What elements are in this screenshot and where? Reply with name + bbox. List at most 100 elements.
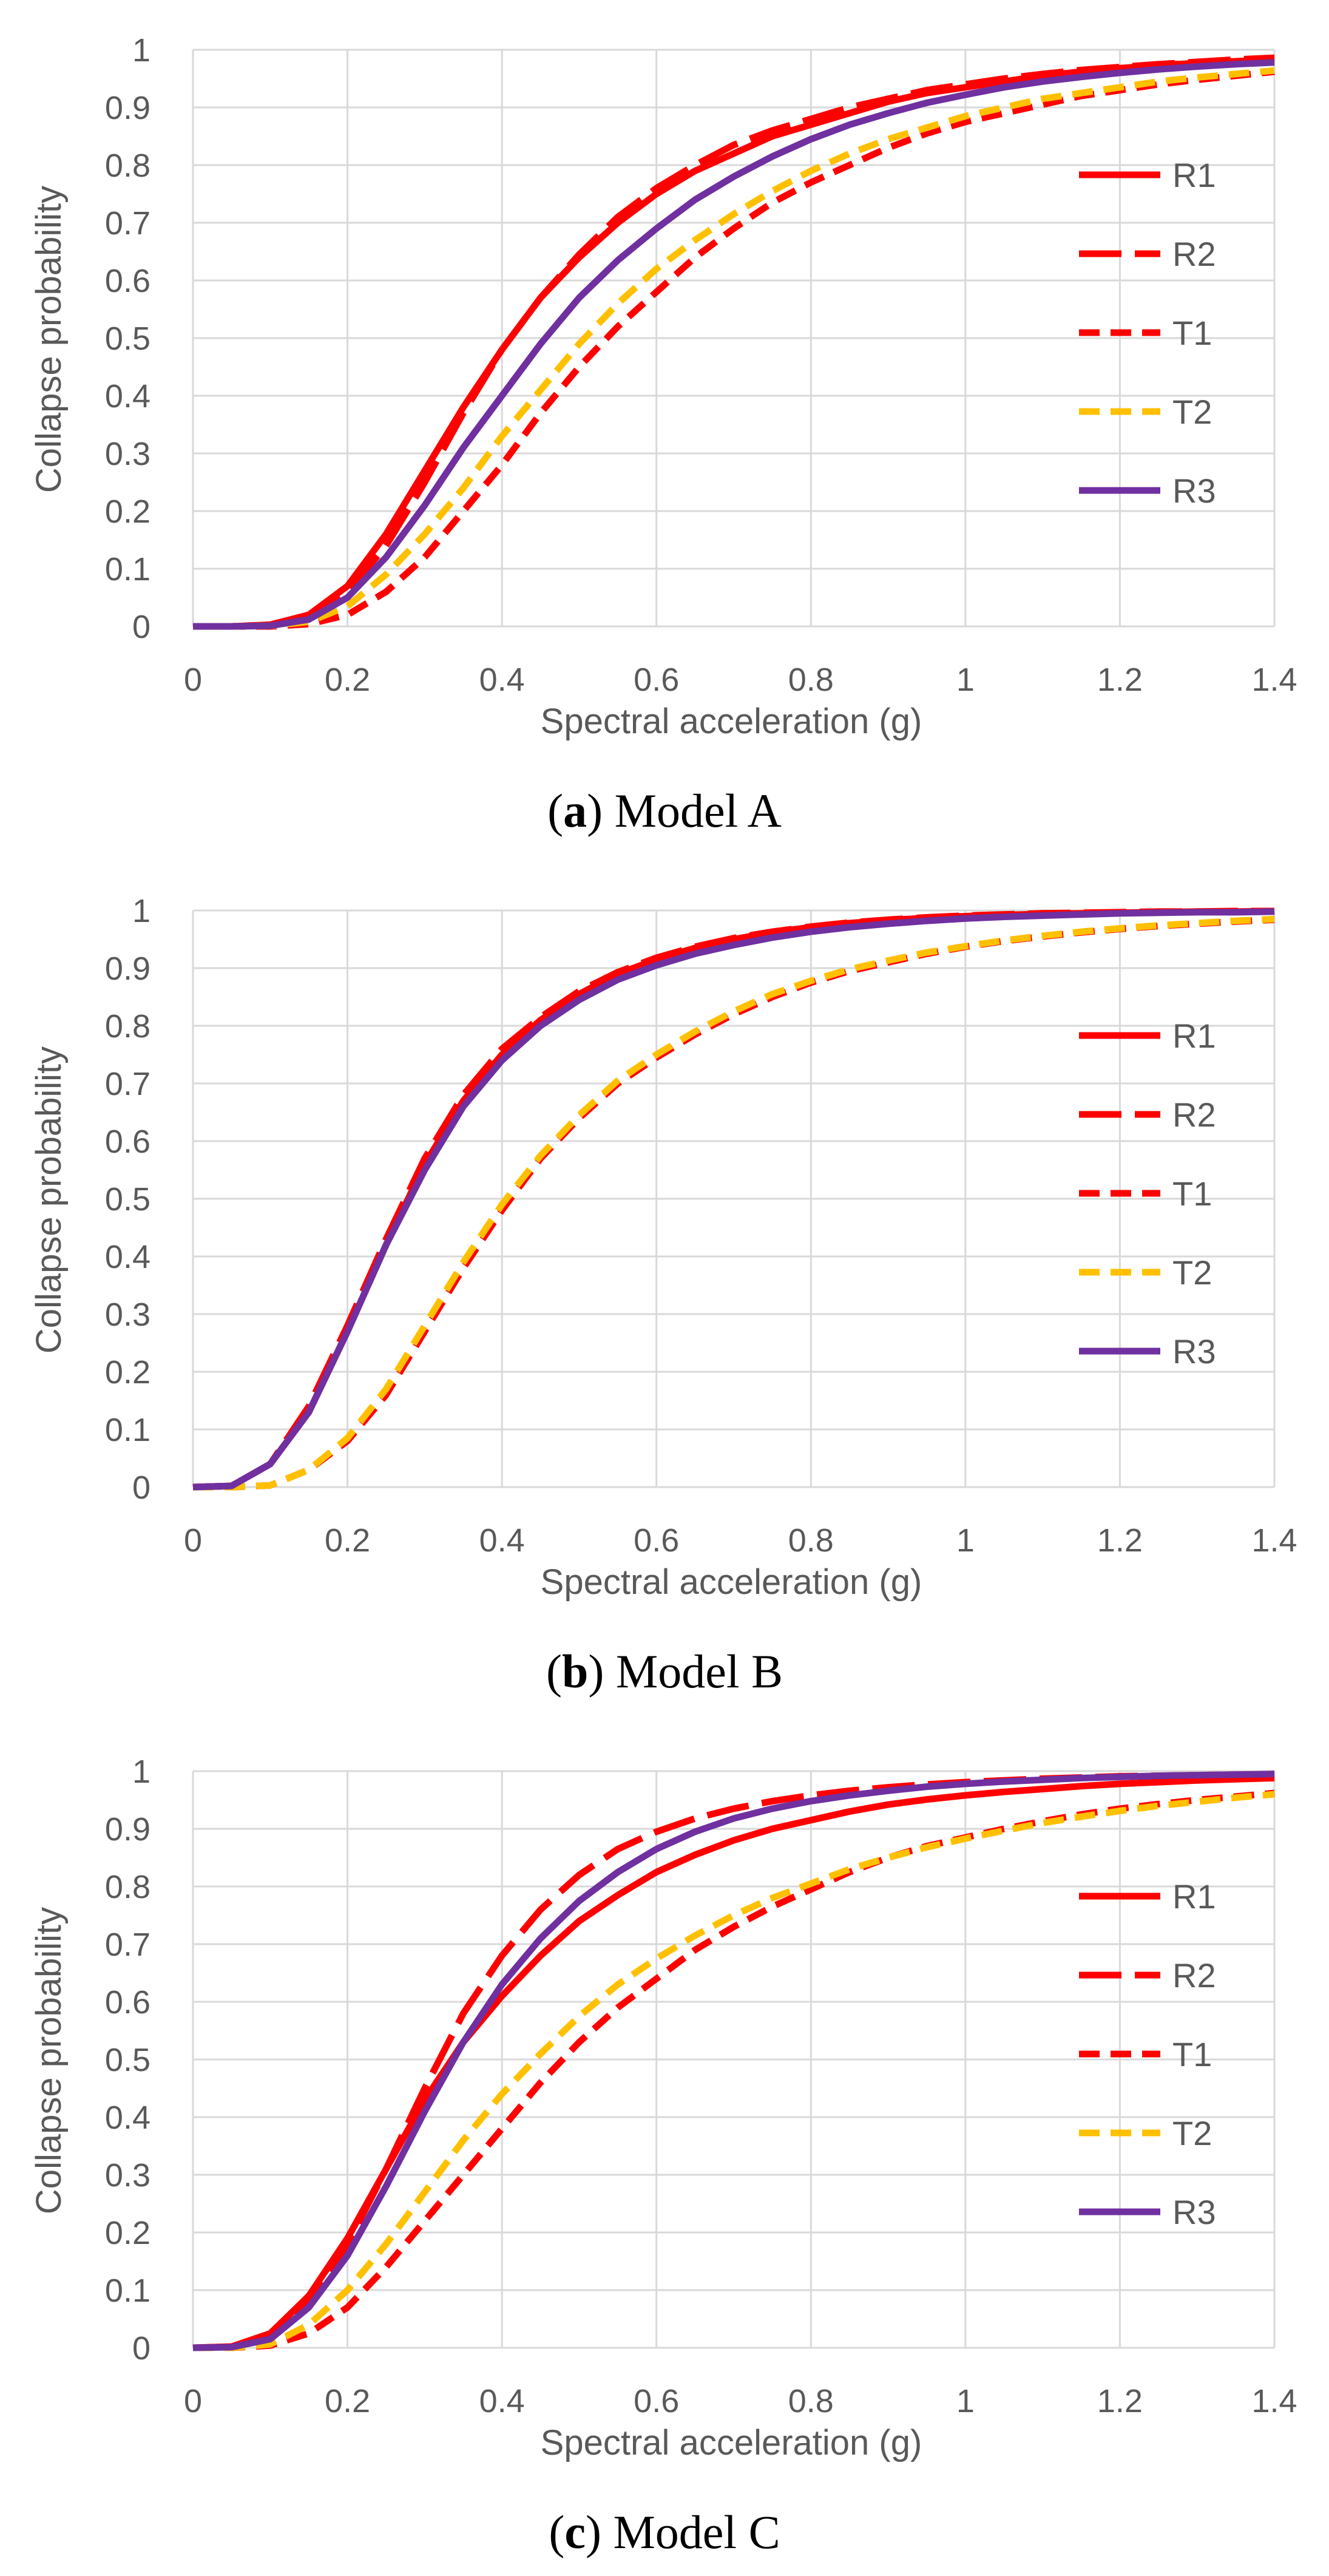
y-tick-label: 0.2 [105, 493, 150, 530]
y-tick-label: 0.6 [105, 1124, 150, 1160]
y-tick-label: 0.8 [105, 147, 150, 184]
legend-label-t2: T2 [1172, 2114, 1212, 2152]
series-line-r1 [192, 1774, 1275, 2351]
y-tick-label: 0.4 [105, 1239, 150, 1275]
x-tick-label: 0 [184, 1522, 202, 1559]
x-tick-label: 1 [956, 1522, 975, 1559]
y-axis-title: Collapse probability [29, 1046, 69, 1354]
y-tick-label: 0.7 [105, 1066, 150, 1102]
caption-open-paren: ( [547, 784, 563, 837]
legend-label-r3: R3 [1172, 472, 1216, 510]
x-axis-title: Spectral acceleration (g) [541, 2423, 922, 2462]
y-axis-title: Collapse probability [29, 1907, 69, 2214]
y-axis-title: Collapse probability [29, 186, 69, 493]
panel-caption: (b) Model B [546, 1645, 783, 1698]
series-line-r3 [192, 908, 1275, 1491]
caption-text: Model A [615, 784, 782, 837]
caption-close-paren: ) [588, 1645, 615, 1698]
y-tick-label: 0.9 [105, 90, 150, 126]
y-tick-label: 0.1 [105, 551, 150, 588]
legend-label-t1: T1 [1172, 314, 1212, 352]
x-tick-label: 0.2 [325, 662, 370, 698]
legend-label-r3: R3 [1172, 2193, 1216, 2231]
x-tick-label: 1.4 [1251, 1522, 1297, 1559]
y-tick-label: 0.8 [105, 1869, 150, 1905]
x-tick-label: 0.2 [325, 1522, 370, 1559]
legend-label-r1: R1 [1172, 1877, 1216, 1916]
panel-caption: (a) Model A [547, 784, 782, 837]
y-tick-label: 0.4 [105, 378, 150, 415]
legend-label-r1: R1 [1172, 1017, 1216, 1055]
y-tick-label: 0.6 [105, 1984, 150, 2021]
caption-text: Model B [616, 1645, 783, 1698]
series-line-t2 [193, 1791, 1275, 2351]
caption-text: Model C [613, 2506, 780, 2558]
x-tick-label: 0.8 [788, 662, 834, 698]
y-tick-label: 0.3 [105, 2157, 150, 2194]
y-tick-label: 0.9 [105, 1811, 150, 1848]
y-tick-label: 1 [132, 1754, 150, 1790]
x-tick-label: 1.2 [1097, 1522, 1143, 1559]
y-tick-label: 0.5 [105, 1181, 150, 1218]
y-tick-label: 0.5 [105, 320, 150, 357]
legend-label-r2: R2 [1172, 1956, 1216, 1995]
caption-letter: a [563, 784, 587, 837]
caption-letter: b [562, 1645, 588, 1698]
legend-label-t2: T2 [1172, 1253, 1212, 1292]
y-tick-label: 1 [132, 32, 150, 69]
x-tick-label: 1 [956, 2383, 975, 2419]
y-tick-label: 0 [132, 1469, 150, 1506]
x-tick-label: 0.2 [325, 2383, 370, 2419]
x-tick-label: 0.4 [479, 1522, 525, 1559]
x-tick-label: 0.6 [634, 1522, 679, 1559]
x-tick-label: 0 [184, 2383, 202, 2419]
chart-panel-a: 0 0.1 0.2 0.3 0.4 0.5 0.6 0.7 0.8 0.9 1 0 0.2 0.4 0.6 0… [29, 32, 1297, 837]
y-tick-label: 0.7 [105, 205, 150, 242]
legend-label-r2: R2 [1172, 235, 1216, 273]
y-tick-label: 0.7 [105, 1927, 150, 1963]
x-tick-label: 0.4 [479, 662, 525, 698]
x-axis-title: Spectral acceleration (g) [541, 702, 922, 741]
y-tick-label: 0.5 [105, 2042, 150, 2078]
x-tick-label: 1.2 [1097, 2383, 1143, 2419]
caption-close-paren: ) [587, 784, 614, 837]
series-line-r2 [192, 1771, 1275, 2351]
chart-panel-c: 0 0.1 0.2 0.3 0.4 0.5 0.6 0.7 0.8 0.9 1 0 0.2 0.4 0.6 0… [29, 1754, 1297, 2558]
legend-label-r2: R2 [1172, 1096, 1216, 1134]
x-axis-title: Spectral acceleration (g) [541, 1562, 922, 1602]
y-tick-label: 0.1 [105, 2273, 150, 2309]
chart-panel-b: 0 0.1 0.2 0.3 0.4 0.5 0.6 0.7 0.8 0.9 1 0 0.2 0.4 0.6 0… [29, 893, 1297, 1698]
series-line-r3 [193, 59, 1275, 630]
x-tick-label: 0 [184, 662, 202, 698]
x-tick-label: 0.4 [479, 2383, 525, 2419]
series-line-t1 [193, 916, 1275, 1491]
y-tick-label: 0.4 [105, 2100, 150, 2136]
y-tick-label: 0 [132, 2330, 150, 2367]
y-tick-label: 0.2 [105, 1354, 150, 1391]
legend-label-t1: T1 [1172, 2035, 1212, 2073]
legend-label-t2: T2 [1172, 393, 1212, 431]
x-tick-label: 0.8 [788, 1522, 834, 1559]
series-line-t1 [193, 1789, 1275, 2351]
legend-label-r1: R1 [1172, 156, 1216, 194]
caption-close-paren: ) [586, 2506, 613, 2558]
x-tick-label: 0.6 [634, 662, 679, 698]
y-tick-label: 0.3 [105, 1296, 150, 1333]
caption-letter: c [564, 2506, 586, 2558]
y-tick-label: 0.1 [105, 1412, 150, 1448]
y-tick-label: 0.9 [105, 951, 150, 987]
y-tick-label: 0.6 [105, 263, 150, 299]
x-tick-label: 0.8 [788, 2383, 834, 2419]
series-line-t2 [193, 67, 1275, 630]
series-line-t1 [193, 68, 1275, 630]
legend-label-t1: T1 [1172, 1174, 1212, 1213]
series-line-t2 [193, 915, 1275, 1491]
y-tick-label: 1 [132, 893, 150, 929]
x-tick-label: 1.4 [1251, 2383, 1297, 2419]
x-tick-label: 1 [956, 662, 975, 698]
y-tick-label: 0.3 [105, 436, 150, 472]
x-tick-label: 0.6 [634, 2383, 679, 2419]
y-tick-label: 0.8 [105, 1008, 150, 1045]
x-tick-label: 1.4 [1251, 662, 1297, 698]
